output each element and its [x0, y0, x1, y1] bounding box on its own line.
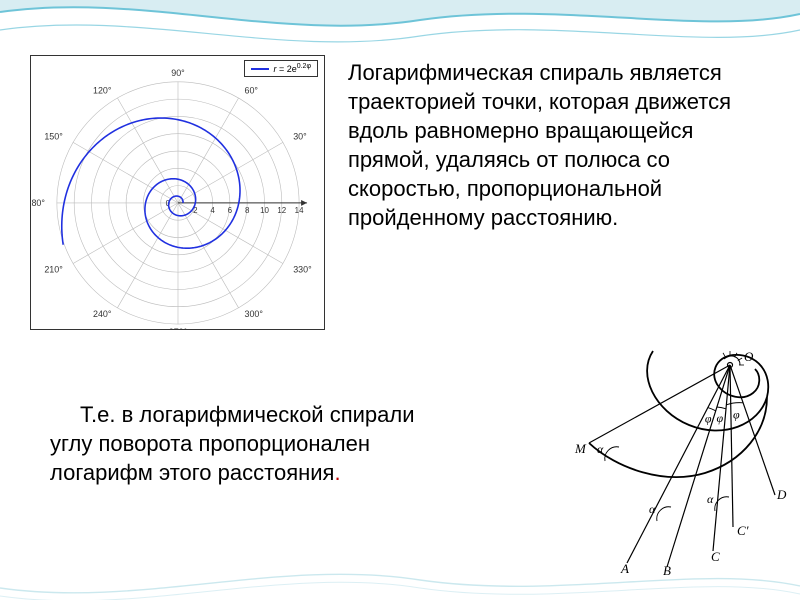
svg-text:120°: 120° [93, 86, 112, 96]
svg-text:270°: 270° [169, 327, 188, 329]
svg-text:C': C' [737, 523, 749, 538]
svg-text:α: α [649, 502, 656, 516]
svg-text:60°: 60° [245, 86, 259, 96]
svg-text:180°: 180° [31, 198, 45, 208]
svg-text:α: α [597, 442, 604, 456]
svg-text:φ: φ [705, 412, 712, 426]
svg-text:C: C [711, 549, 720, 564]
svg-text:30°: 30° [293, 131, 307, 141]
chart-legend: r = 2e0.2φ [244, 60, 318, 77]
para-bottom-line2: углу поворота пропорционален [50, 429, 520, 458]
svg-text:4: 4 [210, 206, 215, 215]
svg-text:6: 6 [228, 206, 233, 215]
svg-text:φ: φ [733, 408, 740, 422]
paragraph-definition: Логарифмическая спираль является траекто… [348, 58, 778, 232]
polar-chart: r = 2e0.2φ 30° 60° 90° 120° 150° 180° 210° 240°… [30, 55, 325, 330]
spiral-geometry-diagram: OMABCC'Dφφφααα [555, 345, 790, 575]
svg-text:8: 8 [245, 206, 250, 215]
svg-text:12: 12 [277, 206, 286, 215]
svg-text:330°: 330° [293, 264, 312, 274]
svg-text:150°: 150° [44, 131, 63, 141]
legend-swatch [251, 68, 269, 70]
svg-text:α: α [707, 492, 714, 506]
svg-text:210°: 210° [44, 264, 63, 274]
svg-text:M: M [574, 441, 587, 456]
polar-chart-svg: 30° 60° 90° 120° 150° 180° 210° 240° 270° 300° 330… [31, 56, 324, 329]
svg-text:90°: 90° [171, 68, 185, 78]
svg-text:14: 14 [295, 206, 304, 215]
svg-text:O: O [744, 349, 754, 364]
svg-text:B: B [663, 563, 671, 575]
svg-text:10: 10 [260, 206, 269, 215]
para-bottom-line3: логарифм этого расстояния. [50, 458, 520, 487]
paragraph-conclusion: Т.е. в логарифмической спирали углу пово… [50, 400, 520, 487]
legend-text: r = 2e0.2φ [273, 63, 311, 74]
svg-text:240°: 240° [93, 309, 112, 319]
para-bottom-line1: Т.е. в логарифмической спирали [80, 400, 520, 429]
svg-text:300°: 300° [245, 309, 264, 319]
svg-text:A: A [620, 561, 629, 575]
svg-text:φ: φ [716, 411, 723, 425]
red-dot: . [334, 460, 340, 485]
wave-decoration-top [0, 0, 800, 60]
svg-text:D: D [776, 487, 787, 502]
